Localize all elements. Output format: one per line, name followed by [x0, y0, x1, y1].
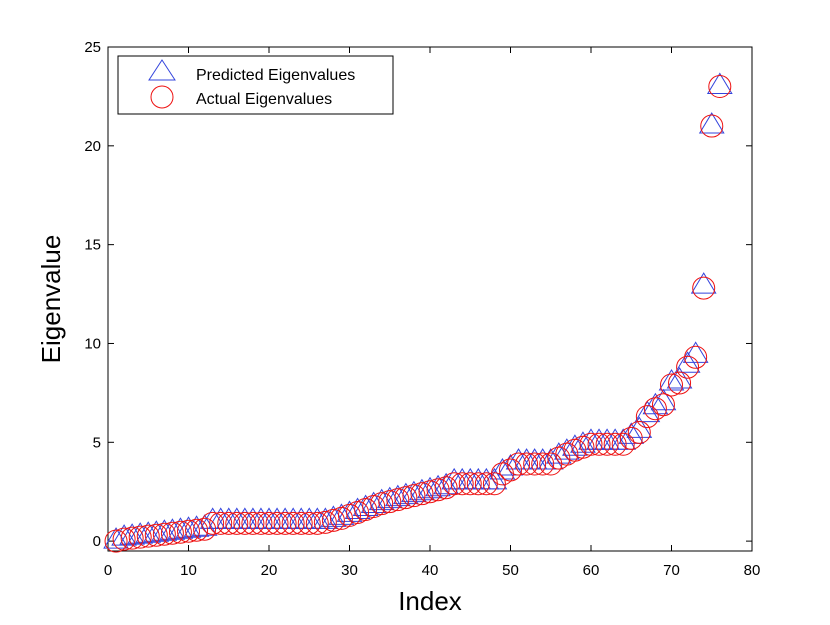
- actual-point: [217, 511, 241, 535]
- predicted-point: [698, 112, 725, 134]
- actual-point: [603, 432, 627, 456]
- actual-point: [692, 276, 716, 300]
- actual-point: [168, 520, 192, 544]
- legend: Predicted Eigenvalues Actual Eigenvalues: [117, 55, 394, 115]
- actual-point: [410, 482, 434, 506]
- actual-point: [321, 508, 345, 532]
- x-axis-title: Index: [398, 586, 462, 616]
- actual-point: [152, 522, 176, 546]
- actual-point: [313, 510, 337, 534]
- actual-point: [595, 432, 619, 456]
- actual-point: [233, 511, 257, 535]
- x-tick-label: 60: [583, 562, 600, 579]
- predicted-point: [433, 472, 459, 495]
- actual-point: [136, 524, 160, 548]
- actual-point: [499, 458, 522, 482]
- actual-point: [394, 486, 418, 510]
- actual-point: [619, 426, 643, 450]
- legend-label-predicted: Predicted Eigenvalues: [196, 67, 355, 84]
- actual-point: [160, 521, 184, 545]
- actual-point: [289, 511, 313, 535]
- actual-point: [120, 526, 144, 550]
- actual-point: [676, 355, 700, 379]
- actual-point: [635, 405, 659, 429]
- predicted-point: [682, 341, 709, 363]
- predicted-point: [650, 388, 677, 411]
- x-tick-label: 20: [261, 562, 278, 579]
- actual-point: [523, 452, 547, 476]
- x-tick-label: 0: [104, 562, 112, 579]
- actual-point: [185, 518, 209, 542]
- actual-point: [370, 492, 394, 516]
- actual-point: [305, 511, 329, 535]
- actual-point: [378, 490, 402, 514]
- legend-box: [117, 55, 394, 115]
- y-tick-label: 25: [84, 39, 101, 56]
- actual-point: [104, 529, 128, 553]
- predicted-point: [642, 392, 669, 415]
- legend-circle-marker: [150, 85, 174, 109]
- actual-point: [273, 511, 297, 535]
- y-tick-label: 5: [93, 434, 101, 451]
- actual-point: [241, 511, 265, 535]
- actual-point: [450, 472, 474, 496]
- x-tick-label: 40: [422, 562, 439, 579]
- actual-point: [651, 393, 675, 417]
- actual-point: [708, 75, 732, 99]
- x-tick-label: 10: [180, 562, 197, 579]
- y-tick-label: 10: [84, 335, 101, 352]
- actual-point: [386, 488, 410, 512]
- y-tick-label: 0: [93, 533, 101, 550]
- actual-point: [611, 432, 635, 456]
- actual-point: [177, 519, 200, 543]
- plot-area: [107, 46, 753, 552]
- predicted-point: [690, 272, 717, 294]
- actual-point: [668, 371, 692, 395]
- actual-point: [402, 484, 426, 508]
- actual-point: [426, 478, 450, 502]
- actual-point: [144, 523, 168, 547]
- y-tick-label: 15: [84, 237, 101, 254]
- actual-point: [700, 114, 724, 138]
- actual-point: [225, 511, 249, 535]
- actual-point: [201, 511, 225, 535]
- actual-point: [297, 511, 321, 535]
- actual-point: [515, 452, 539, 476]
- x-tick-label: 80: [744, 562, 761, 579]
- predicted-point: [103, 527, 129, 549]
- actual-point: [684, 345, 708, 369]
- predicted-point: [360, 491, 387, 514]
- legend-triangle-marker: [148, 59, 176, 81]
- actual-point: [257, 511, 281, 535]
- predicted-point: [634, 400, 661, 423]
- actual-point: [249, 511, 273, 535]
- actual-point: [587, 432, 611, 456]
- predicted-point: [706, 72, 733, 95]
- actual-point: [482, 472, 506, 496]
- actual-point: [466, 472, 490, 496]
- actual-point: [531, 452, 555, 476]
- actual-point: [128, 525, 152, 549]
- x-tick-label: 30: [341, 562, 358, 579]
- actual-point: [209, 511, 233, 535]
- actual-point: [660, 373, 683, 397]
- y-axis-title: Eigenvalue: [36, 235, 66, 364]
- legend-label-actual: Actual Eigenvalues: [196, 91, 332, 108]
- actual-point: [442, 472, 466, 496]
- actual-point: [112, 527, 136, 551]
- actual-point: [418, 480, 442, 504]
- actual-point: [627, 420, 651, 444]
- actual-point: [281, 511, 305, 535]
- x-tick-label: 70: [663, 562, 680, 579]
- actual-point: [265, 511, 289, 535]
- actual-point: [579, 432, 603, 456]
- actual-point: [507, 452, 531, 476]
- y-tick-label: 20: [84, 138, 101, 155]
- x-tick-label: 50: [502, 562, 519, 579]
- actual-point: [193, 517, 217, 541]
- actual-point: [458, 472, 482, 496]
